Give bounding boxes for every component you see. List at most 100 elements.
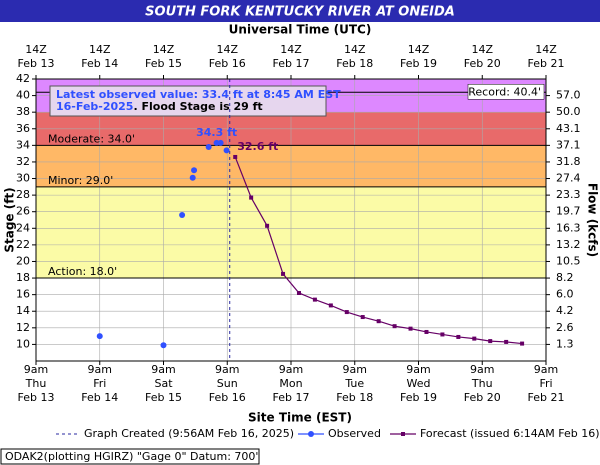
x2-tick-label: 14Z bbox=[25, 43, 47, 56]
x-tick-label: Fri bbox=[93, 377, 106, 390]
x-tick-label: 9am bbox=[151, 363, 175, 376]
x-axis-title: Site Time (EST) bbox=[248, 411, 352, 425]
x-tick-label: Sat bbox=[154, 377, 173, 390]
x-tick-label: Feb 19 bbox=[400, 391, 437, 404]
y2-tick-label: 57.0 bbox=[556, 89, 581, 102]
footer-box bbox=[0, 448, 260, 465]
top-axis-title: Universal Time (UTC) bbox=[229, 23, 372, 37]
forecast-point bbox=[472, 336, 477, 341]
observed-point bbox=[217, 139, 224, 146]
observed-point bbox=[160, 342, 167, 349]
forecast-point bbox=[392, 324, 397, 329]
observed-point bbox=[96, 333, 103, 340]
y2-tick-label: 23.3 bbox=[556, 188, 581, 201]
observed-point bbox=[191, 167, 198, 174]
value-label: 32.6 ft bbox=[237, 140, 278, 153]
observed-point bbox=[189, 174, 196, 181]
y-tick-label: 26 bbox=[16, 205, 30, 218]
x-tick-label: Wed bbox=[407, 377, 431, 390]
x-tick-label: 9am bbox=[279, 363, 303, 376]
y2-tick-label: 50.0 bbox=[556, 105, 581, 118]
forecast-point bbox=[312, 297, 317, 302]
value-label: 34.3 ft bbox=[196, 126, 237, 139]
x2-tick-label: Feb 19 bbox=[400, 57, 437, 70]
latest-note: Latest observed value: 33.4 ft at 8:45 A… bbox=[56, 88, 341, 101]
y2-tick-label: 4.2 bbox=[556, 304, 574, 317]
x-tick-label: 9am bbox=[470, 363, 494, 376]
legend-label: Graph Created (9:56AM Feb 16, 2025) bbox=[84, 427, 294, 440]
note-box bbox=[49, 85, 327, 117]
forecast-point bbox=[296, 290, 301, 295]
x2-tick-label: 14Z bbox=[216, 43, 238, 56]
x-tick-label: Sun bbox=[217, 377, 238, 390]
observed-point bbox=[179, 212, 186, 219]
x-tick-label: Feb 14 bbox=[81, 391, 118, 404]
forecast-point bbox=[456, 334, 461, 339]
forecast-point bbox=[488, 339, 493, 344]
forecast-point bbox=[233, 154, 238, 159]
x-tick-label: 9am bbox=[406, 363, 430, 376]
x-tick-label: Feb 13 bbox=[18, 391, 55, 404]
x2-tick-label: 14Z bbox=[535, 43, 557, 56]
x-tick-label: Fri bbox=[539, 377, 552, 390]
forecast-point bbox=[440, 332, 445, 337]
x2-tick-label: 14Z bbox=[471, 43, 493, 56]
observed-point bbox=[223, 147, 230, 154]
x-tick-label: Feb 18 bbox=[336, 391, 373, 404]
x-tick-label: Feb 21 bbox=[528, 391, 565, 404]
forecast-point bbox=[281, 271, 286, 276]
forecast-point bbox=[360, 315, 365, 320]
y-tick-label: 12 bbox=[16, 321, 30, 334]
y-tick-label: 22 bbox=[16, 238, 30, 251]
y-tick-label: 40 bbox=[16, 89, 30, 102]
x-tick-label: Feb 17 bbox=[273, 391, 310, 404]
y-tick-label: 20 bbox=[16, 254, 30, 267]
latest-note-flood: . Flood Stage is 29 ft bbox=[133, 100, 262, 113]
x-tick-label: 9am bbox=[215, 363, 239, 376]
x2-tick-label: Feb 17 bbox=[273, 57, 310, 70]
observed-point bbox=[205, 144, 212, 151]
flood-level-label: Record: 40.4' bbox=[468, 85, 541, 98]
x2-tick-label: Feb 18 bbox=[336, 57, 373, 70]
y2-tick-label: 13.2 bbox=[556, 238, 581, 251]
legend-marker bbox=[308, 431, 314, 437]
legend-label: Forecast (issued 6:14AM Feb 16) bbox=[420, 427, 600, 440]
x2-tick-label: Feb 16 bbox=[209, 57, 246, 70]
y2-tick-label: 1.3 bbox=[556, 337, 574, 350]
y2-tick-label: 16.3 bbox=[556, 221, 581, 234]
x-tick-label: 9am bbox=[88, 363, 112, 376]
x2-tick-label: 14Z bbox=[408, 43, 430, 56]
latest-note-date: 16-Feb-2025 bbox=[56, 100, 133, 113]
forecast-point bbox=[504, 339, 509, 344]
y2-tick-label: 37.1 bbox=[556, 138, 581, 151]
x-tick-label: Tue bbox=[344, 377, 364, 390]
y-tick-label: 32 bbox=[16, 155, 30, 168]
forecast-point bbox=[424, 329, 429, 334]
forecast-point bbox=[249, 195, 254, 200]
legend-label: Observed bbox=[328, 427, 381, 440]
x2-tick-label: Feb 20 bbox=[464, 57, 501, 70]
y-tick-label: 24 bbox=[16, 221, 30, 234]
x-tick-label: Mon bbox=[279, 377, 302, 390]
chart-title: SOUTH FORK KENTUCKY RIVER AT ONEIDA bbox=[145, 5, 455, 20]
y2-tick-label: 31.8 bbox=[556, 155, 581, 168]
flood-level-label: Minor: 29.0' bbox=[48, 174, 113, 187]
forecast-point bbox=[344, 310, 349, 315]
y-tick-label: 18 bbox=[16, 271, 30, 284]
y2-tick-label: 27.4 bbox=[556, 172, 581, 185]
x-tick-label: 9am bbox=[343, 363, 367, 376]
y-tick-label: 30 bbox=[16, 172, 30, 185]
y2-tick-label: 8.2 bbox=[556, 271, 574, 284]
legend-marker bbox=[401, 432, 405, 436]
y2-tick-label: 19.7 bbox=[556, 205, 581, 218]
y-tick-label: 38 bbox=[16, 105, 30, 118]
y-tick-label: 28 bbox=[16, 188, 30, 201]
x-tick-label: 9am bbox=[534, 363, 558, 376]
y-tick-label: 36 bbox=[16, 122, 30, 135]
x-tick-label: Feb 20 bbox=[464, 391, 501, 404]
x-tick-label: 9am bbox=[24, 363, 48, 376]
footer: ODAK2(plotting HGIRZ) "Gage 0" Datum: 70… bbox=[5, 450, 258, 463]
y2-tick-label: 2.6 bbox=[556, 321, 574, 334]
forecast-point bbox=[265, 223, 270, 228]
